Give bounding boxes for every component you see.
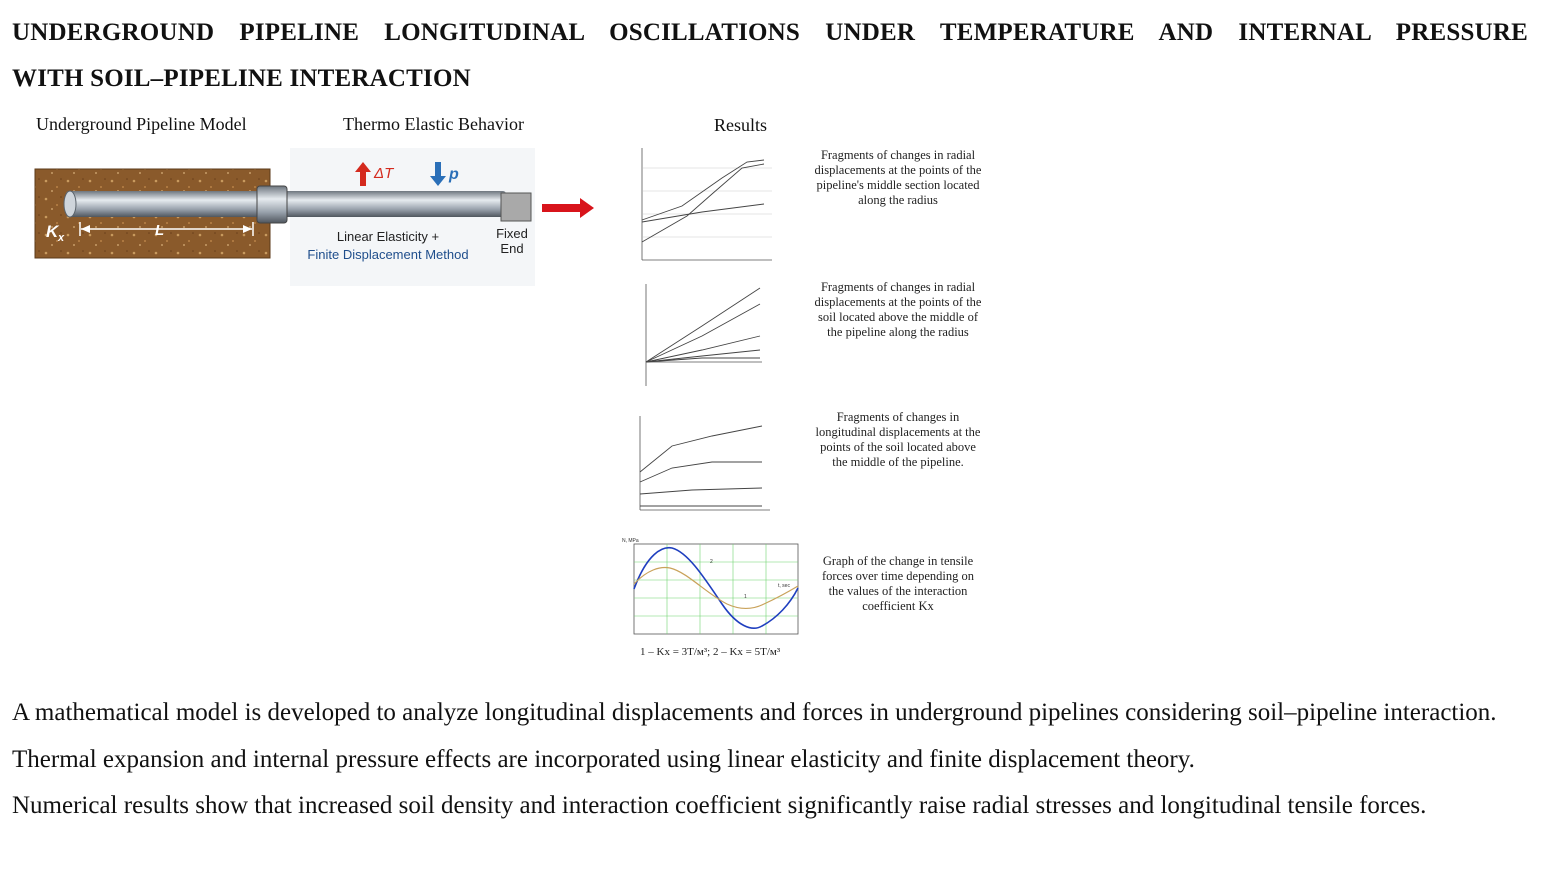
results-label: Results <box>714 115 768 135</box>
delta-t-arrow-icon <box>355 162 371 186</box>
method-line-1: Linear Elasticity + <box>337 229 439 244</box>
fixed-line-1: Fixed <box>496 226 528 241</box>
fixed-line-2: End <box>500 241 523 256</box>
length-label: L <box>155 222 164 239</box>
title-line-2: WITH SOIL–PIPELINE INTERACTION <box>12 65 471 92</box>
tensile-force-chart: N, MPa 2 1 t, sec <box>622 538 799 635</box>
abstract: A mathematical model is developed to ana… <box>12 690 1530 830</box>
chart1-curve-a <box>641 159 765 221</box>
chart3-curve-a <box>639 425 763 473</box>
chart2-curve-e <box>645 357 760 363</box>
chart3-curve-b <box>639 461 762 483</box>
chart4-curve2-label: 2 <box>710 559 713 565</box>
result-chart-1 <box>641 148 772 261</box>
chart4-ylabel: N, MPa <box>622 538 639 544</box>
chart1-curve-b <box>641 163 765 243</box>
model-label: Underground Pipeline Model <box>36 114 247 134</box>
abstract-sentence-1: A mathematical model is developed to ana… <box>12 699 1497 726</box>
result-chart-3 <box>639 416 770 511</box>
chart2-curve-b <box>645 303 761 363</box>
paper-title: UNDERGROUND PIPELINE LONGITUDINAL OSCILL… <box>12 10 1528 102</box>
chart2-curve-a <box>645 287 761 363</box>
chart4-curve-blue <box>633 546 799 629</box>
result-chart-2 <box>645 284 762 386</box>
result-arrow-icon <box>542 198 594 218</box>
title-line-1: UNDERGROUND PIPELINE LONGITUDINAL OSCILL… <box>12 19 1528 46</box>
method-line-2: Finite Displacement Method <box>307 247 468 262</box>
chart4-curve1-label: 1 <box>744 594 747 600</box>
chart4-xlabel: t, sec <box>778 583 790 589</box>
chart1-curve-c <box>641 203 765 223</box>
kx-label: K <box>46 222 60 241</box>
pipeline-illustration: K x L ΔT p Linear Elasticity + Finite Di… <box>34 148 594 286</box>
result-caption-3: Fragments of changes in longitudinal disp… <box>815 410 981 469</box>
chart3-curve-c <box>639 487 763 495</box>
abstract-sentence-3: Numerical results show that increased so… <box>12 792 1427 819</box>
result-caption-4: Graph of the change in tensile forces ove… <box>821 554 975 613</box>
chart2-curve-d <box>645 349 761 363</box>
thermo-label: Thermo Elastic Behavior <box>343 114 524 134</box>
fixed-end-block <box>500 192 532 222</box>
chart4-curve-tan <box>633 566 799 610</box>
abstract-sentence-2: Thermal expansion and internal pressure … <box>12 745 1195 773</box>
result-caption-1: Fragments of changes in radial displaceme… <box>814 148 982 207</box>
chart4-legend: 1 – Kx = 3T/м³; 2 – Kx = 5T/м³ <box>640 646 781 658</box>
pressure-label: p <box>448 166 459 183</box>
pipe-coupling <box>256 185 288 224</box>
chart2-curve-c <box>645 335 761 363</box>
result-caption-2: Fragments of changes in radial displaceme… <box>814 280 982 339</box>
delta-t-label: ΔT <box>373 165 395 182</box>
kx-subscript: x <box>57 232 65 244</box>
pressure-arrow-icon <box>430 162 446 186</box>
